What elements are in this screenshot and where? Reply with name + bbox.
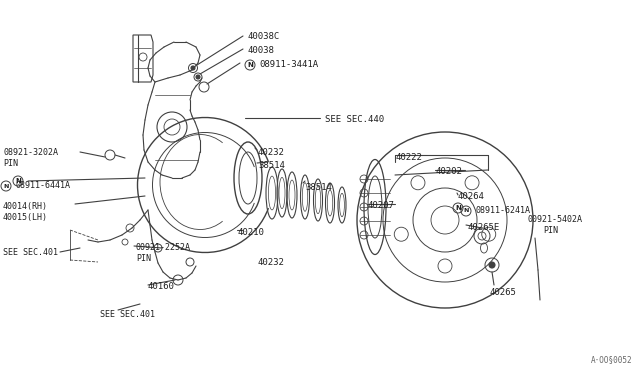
Text: 08911-6241A: 08911-6241A xyxy=(475,206,530,215)
Text: 40210: 40210 xyxy=(238,228,265,237)
Text: 38514: 38514 xyxy=(258,161,285,170)
Text: N: N xyxy=(3,183,9,189)
Text: 40222: 40222 xyxy=(395,153,422,162)
Circle shape xyxy=(191,66,195,70)
Text: 08911-3441A: 08911-3441A xyxy=(259,60,318,69)
Text: SEE SEC.440: SEE SEC.440 xyxy=(325,115,384,124)
Text: 00921-2252A: 00921-2252A xyxy=(136,243,191,252)
Text: 40232: 40232 xyxy=(258,148,285,157)
Text: 00921-5402A: 00921-5402A xyxy=(528,215,583,224)
Text: PIN: PIN xyxy=(3,159,18,168)
Text: PIN: PIN xyxy=(136,254,151,263)
Text: 38514: 38514 xyxy=(305,183,332,192)
Text: 08921-3202A: 08921-3202A xyxy=(3,148,58,157)
Text: 40014(RH): 40014(RH) xyxy=(3,202,48,211)
Text: 08911-6441A: 08911-6441A xyxy=(15,181,70,190)
Text: 40232: 40232 xyxy=(258,258,285,267)
Text: 40038: 40038 xyxy=(247,46,274,55)
Text: N: N xyxy=(463,208,468,214)
Text: SEE SEC.401: SEE SEC.401 xyxy=(3,248,58,257)
Text: A·OO§0052: A·OO§0052 xyxy=(590,355,632,364)
Text: 40160: 40160 xyxy=(148,282,175,291)
Text: 40202: 40202 xyxy=(435,167,462,176)
Text: 40265: 40265 xyxy=(490,288,517,297)
Text: 40038C: 40038C xyxy=(247,32,279,41)
Text: N: N xyxy=(15,178,21,184)
Text: N: N xyxy=(247,62,253,68)
Circle shape xyxy=(489,262,495,268)
Text: 40264: 40264 xyxy=(458,192,485,201)
Text: N: N xyxy=(455,205,461,211)
Text: 40265E: 40265E xyxy=(467,223,499,232)
Text: PIN: PIN xyxy=(543,226,558,235)
Text: SEE SEC.401: SEE SEC.401 xyxy=(100,310,155,319)
Text: 40207: 40207 xyxy=(368,201,395,210)
Circle shape xyxy=(196,75,200,79)
Text: 40015(LH): 40015(LH) xyxy=(3,213,48,222)
